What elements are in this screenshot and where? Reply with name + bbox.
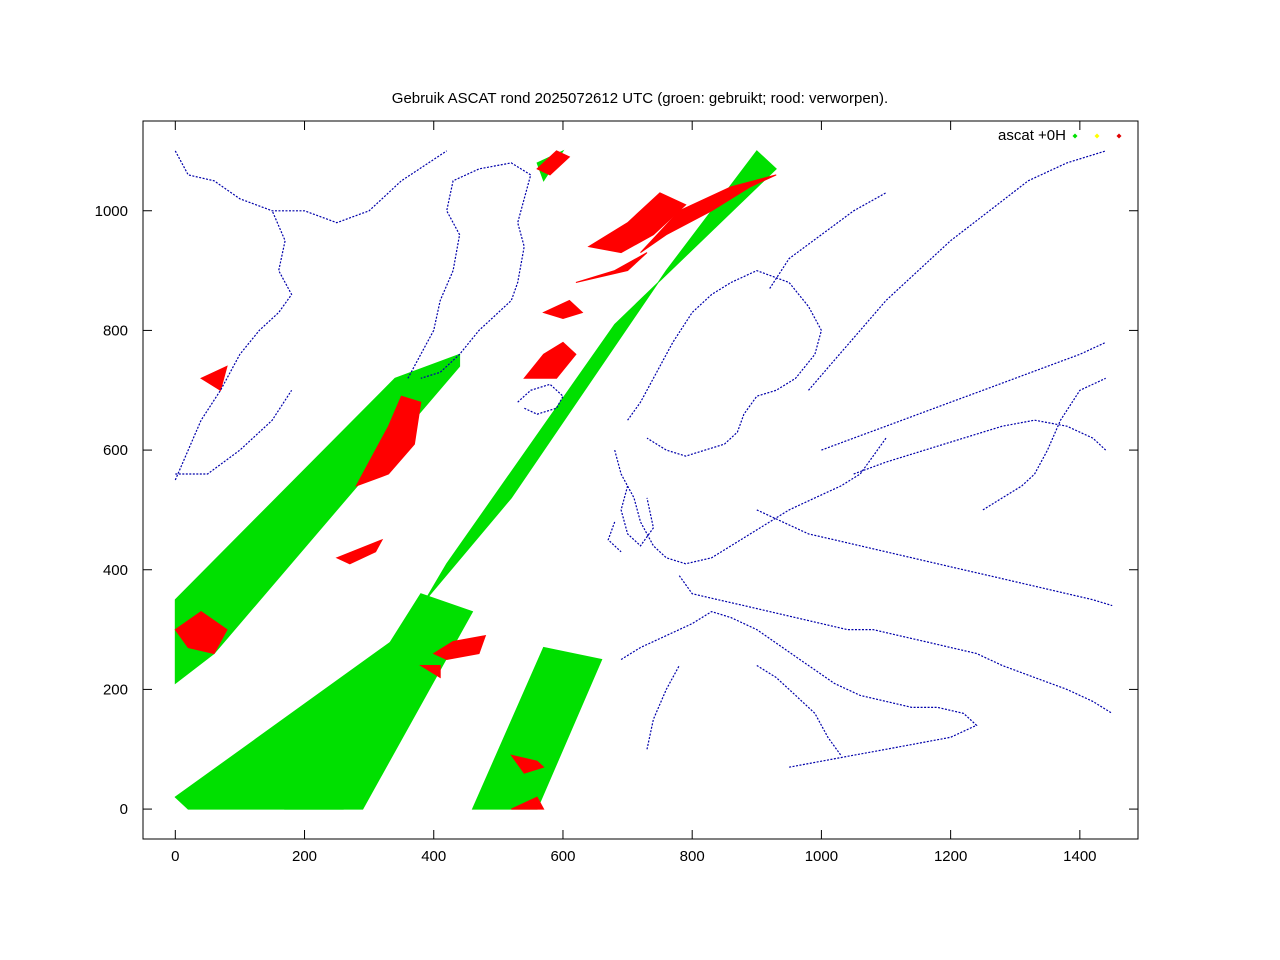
coastline-4 (517, 383, 564, 415)
rejected-region-2 (335, 538, 384, 565)
y-tick-label-1000: 1000 (95, 203, 128, 220)
coastline-18 (982, 377, 1106, 511)
rejected-region-3 (432, 634, 487, 661)
y-tick-label-400: 400 (103, 562, 128, 579)
y-tick-label-600: 600 (103, 442, 128, 459)
coastline-10 (678, 575, 1113, 714)
legend: ascat +0H (998, 127, 1122, 144)
y-tick-label-800: 800 (103, 322, 128, 339)
x-tick-label-400: 400 (421, 848, 446, 865)
coastline-12 (646, 665, 680, 750)
plot-border (142, 120, 1139, 840)
coastline-1 (407, 162, 532, 379)
rejected-region-9 (640, 174, 777, 254)
coastline-0 (174, 150, 448, 224)
legend-label: ascat +0H (998, 127, 1066, 144)
legend-markers (1072, 133, 1122, 139)
used-swath-2 (284, 593, 474, 810)
used-swath-3 (471, 646, 603, 810)
x-tick-label-200: 200 (292, 848, 317, 865)
rejected-region-13 (587, 192, 687, 254)
coastline-11 (620, 610, 978, 768)
coastline-15 (853, 419, 1107, 475)
coastline-2 (174, 210, 293, 481)
coastline-14 (821, 341, 1106, 451)
legend-marker-0 (1072, 133, 1078, 139)
rejected-region-4 (419, 665, 441, 679)
rejected-region-10 (575, 252, 648, 283)
x-tick-label-0: 0 (171, 848, 179, 865)
rejected-region-1 (174, 610, 228, 655)
rejected-region-5 (510, 754, 545, 774)
y-tick-label-0: 0 (120, 801, 128, 818)
rejected-region-6 (511, 796, 545, 810)
coastline-7 (614, 437, 887, 565)
coastline-17 (756, 509, 1113, 607)
coastline-5 (627, 269, 823, 457)
coastline-6 (769, 192, 887, 289)
x-tick-label-1400: 1400 (1063, 848, 1096, 865)
y-tick-label-200: 200 (103, 681, 128, 698)
legend-marker-1 (1094, 133, 1100, 139)
coastline-13 (756, 664, 842, 756)
rejected-region-12 (200, 365, 228, 392)
x-tick-label-1000: 1000 (805, 848, 838, 865)
rejected-region-7 (523, 341, 577, 379)
coastline-3 (175, 389, 293, 475)
x-tick-label-1200: 1200 (934, 848, 967, 865)
x-tick-label-600: 600 (550, 848, 575, 865)
coastline-16 (808, 150, 1106, 391)
x-tick-label-800: 800 (680, 848, 705, 865)
rejected-region-0 (355, 395, 422, 487)
used-swath-1 (174, 150, 777, 810)
coastline-9 (607, 521, 622, 553)
legend-marker-2 (1116, 133, 1122, 139)
rejected-region-11 (536, 150, 571, 176)
rejected-region-8 (542, 299, 584, 320)
coastline-8 (620, 485, 655, 547)
axes: 0 200 400 600 800 1000 1200 1400 0 200 400 600 800 10… (95, 120, 1139, 865)
plot-area (174, 149, 1113, 810)
chart-title: Gebruik ASCAT rond 2025072612 UTC (groen… (392, 90, 888, 107)
